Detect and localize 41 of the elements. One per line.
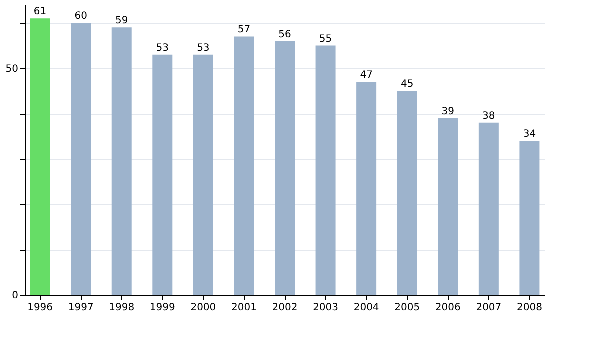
x-tick-label: 1997	[68, 302, 94, 314]
x-tick-label: 2002	[272, 302, 298, 314]
data-label: 47	[360, 70, 373, 82]
bar	[478, 122, 499, 295]
bar	[152, 54, 173, 295]
x-tick-label: 1996	[28, 302, 54, 314]
bar	[112, 28, 132, 295]
data-label: 60	[74, 11, 88, 22]
data-label: 56	[278, 29, 292, 40]
data-label: 34	[523, 128, 536, 140]
x-tick-label: 2003	[313, 302, 339, 314]
y-tick-label: 50	[6, 64, 18, 75]
x-tick-label: 2007	[476, 302, 502, 314]
data-label: 59	[115, 16, 128, 27]
x-tick-label: 1998	[109, 302, 135, 314]
x-tick-label: 2005	[394, 302, 420, 314]
bar	[275, 41, 295, 295]
x-tick-label: 2008	[516, 302, 542, 314]
bar	[316, 46, 336, 295]
bar	[71, 23, 92, 295]
x-tick-label: 2004	[354, 302, 380, 314]
data-label: 45	[400, 79, 414, 90]
bar	[234, 36, 254, 295]
x-tick-label: 2000	[190, 302, 216, 314]
x-tick-label: 2001	[231, 302, 257, 314]
bar	[438, 118, 458, 295]
data-label: 38	[482, 110, 496, 122]
x-tick-label: 2006	[435, 302, 461, 314]
bar	[397, 91, 418, 295]
data-label: 39	[442, 106, 455, 118]
bar	[356, 82, 377, 295]
data-label: 53	[197, 42, 210, 54]
bar	[520, 140, 540, 295]
data-label: 61	[34, 6, 47, 18]
x-tick-label: 1999	[150, 302, 176, 314]
data-label: 55	[319, 34, 332, 45]
bar	[193, 54, 214, 295]
y-tick-label: 0	[12, 290, 18, 302]
data-label: 53	[156, 42, 170, 54]
bar	[30, 18, 50, 295]
data-label: 57	[238, 24, 251, 36]
